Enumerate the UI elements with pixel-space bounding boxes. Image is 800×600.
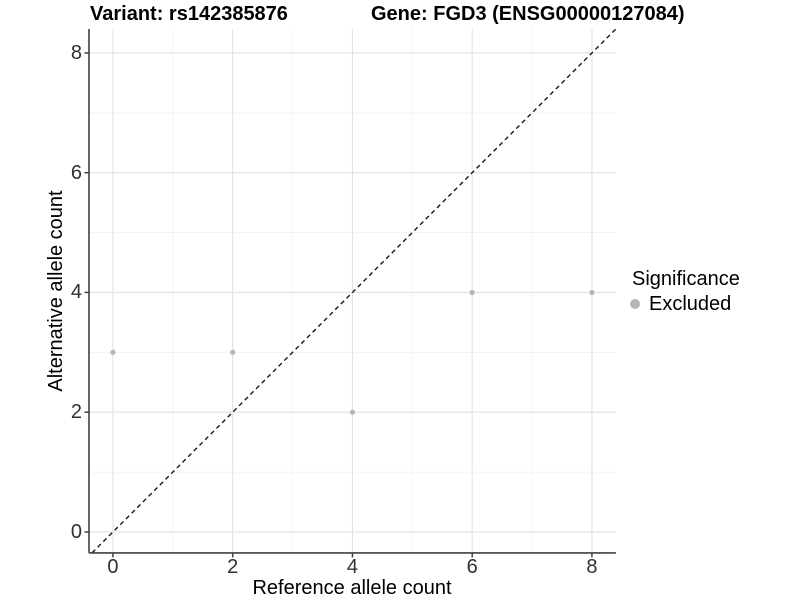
x-tick-label: 8 xyxy=(586,556,598,578)
x-tick-label: 4 xyxy=(346,556,358,578)
identity-dashed-line xyxy=(91,29,617,554)
plot-title-variant: Variant: rs142385876 xyxy=(90,3,288,25)
legend: Significance Excluded xyxy=(630,268,740,315)
y-axis-title: Alternative allele count xyxy=(45,190,67,392)
data-point xyxy=(469,289,475,296)
x-axis-title: Reference allele count xyxy=(252,577,452,599)
legend-point-icon xyxy=(630,299,640,309)
y-tick-label: 6 xyxy=(70,161,82,184)
x-tick-label: 0 xyxy=(107,556,119,578)
data-point xyxy=(589,289,595,296)
data-point xyxy=(110,349,116,355)
plot-title-gene: Gene: FGD3 (ENSG00000127084) xyxy=(371,3,685,25)
plot-panel xyxy=(84,29,617,558)
data-point xyxy=(230,349,236,355)
legend-title: Significance xyxy=(632,268,740,290)
x-tick-label: 2 xyxy=(227,556,239,578)
legend-item-label: Excluded xyxy=(649,293,732,315)
y-tick-label: 2 xyxy=(70,401,82,424)
data-point xyxy=(349,409,356,415)
y-tick-label: 8 xyxy=(70,41,82,64)
y-tick-label: 0 xyxy=(70,520,82,543)
legend-item-excluded: Excluded xyxy=(630,293,740,315)
x-tick-label: 6 xyxy=(466,556,478,578)
y-tick-label: 4 xyxy=(70,281,82,304)
